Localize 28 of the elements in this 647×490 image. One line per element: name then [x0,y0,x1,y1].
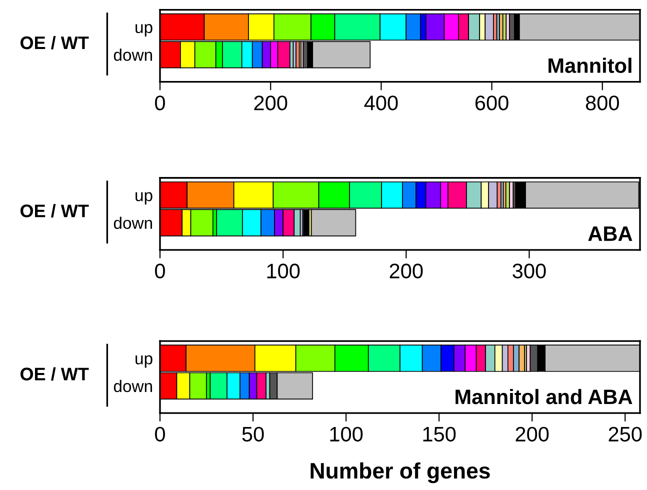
y-tick-label: up [136,24,152,36]
y-tick-label: down [114,216,152,229]
x-tick-label: 400 [364,96,398,110]
x-tick-label: 100 [267,264,300,278]
x-tick-label: 200 [254,96,288,110]
y-tick-label: up [136,192,152,205]
x-tick-label: 200 [516,426,549,442]
x-tick-label: 600 [475,96,508,110]
x-tick-label: 50 [242,426,264,442]
x-tick-label: 0 [155,264,165,278]
y-tick-label: up [136,355,152,368]
x-tick-label: 100 [330,426,363,442]
annotation: Mannitol [548,58,632,74]
annotation: Mannitol and ABA [456,388,632,404]
y-tick-label: down [114,380,152,392]
x-tick-label: 150 [423,426,456,442]
y-tick-label: down [114,48,152,61]
y-axis-title: OE / WT [20,204,89,218]
x-tick-label: 800 [586,96,619,110]
x-tick-label: 300 [512,264,546,278]
y-axis-title: OE / WT [20,36,89,50]
y-axis-title: OE / WT [20,367,89,381]
x-tick-label: 0 [155,96,165,110]
x-tick-label: 200 [390,264,423,278]
annotation: ABA [588,226,632,241]
x-tick-label: 250 [608,426,642,442]
x-tick-label: 0 [155,426,165,442]
x-axis-title: Number of genes [310,462,490,484]
